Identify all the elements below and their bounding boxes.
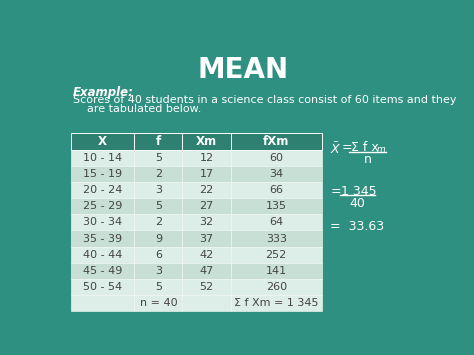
Text: 45 - 49: 45 - 49 bbox=[83, 266, 122, 276]
Text: are tabulated below.: are tabulated below. bbox=[73, 104, 201, 114]
Text: 42: 42 bbox=[200, 250, 214, 260]
Text: n: n bbox=[364, 153, 372, 166]
Text: 9: 9 bbox=[155, 234, 162, 244]
FancyBboxPatch shape bbox=[135, 247, 182, 263]
Text: Σ f x: Σ f x bbox=[351, 141, 378, 154]
FancyBboxPatch shape bbox=[135, 182, 182, 198]
FancyBboxPatch shape bbox=[135, 198, 182, 214]
Text: =: = bbox=[330, 185, 341, 198]
FancyBboxPatch shape bbox=[71, 214, 135, 230]
Text: 5: 5 bbox=[155, 201, 162, 211]
FancyBboxPatch shape bbox=[135, 149, 182, 166]
FancyBboxPatch shape bbox=[230, 149, 322, 166]
Text: 2: 2 bbox=[155, 217, 162, 228]
Text: 5: 5 bbox=[155, 282, 162, 292]
FancyBboxPatch shape bbox=[71, 166, 135, 182]
Text: 10 - 14: 10 - 14 bbox=[83, 153, 122, 163]
FancyBboxPatch shape bbox=[182, 279, 230, 295]
FancyBboxPatch shape bbox=[71, 279, 135, 295]
Text: 27: 27 bbox=[200, 201, 214, 211]
Text: Scores of 40 students in a science class consist of 60 items and they: Scores of 40 students in a science class… bbox=[73, 95, 457, 105]
FancyBboxPatch shape bbox=[71, 295, 135, 311]
FancyBboxPatch shape bbox=[230, 166, 322, 182]
FancyBboxPatch shape bbox=[182, 166, 230, 182]
Text: m: m bbox=[376, 145, 385, 154]
Text: 40: 40 bbox=[350, 197, 365, 209]
FancyBboxPatch shape bbox=[182, 247, 230, 263]
FancyBboxPatch shape bbox=[135, 295, 182, 311]
FancyBboxPatch shape bbox=[135, 230, 182, 247]
FancyBboxPatch shape bbox=[135, 214, 182, 230]
Text: 37: 37 bbox=[200, 234, 214, 244]
Text: 47: 47 bbox=[200, 266, 214, 276]
Text: 1 345: 1 345 bbox=[341, 185, 377, 198]
Text: fXm: fXm bbox=[263, 135, 290, 148]
FancyBboxPatch shape bbox=[230, 182, 322, 198]
Text: 35 - 39: 35 - 39 bbox=[83, 234, 122, 244]
Text: 30 - 34: 30 - 34 bbox=[83, 217, 122, 228]
Text: 34: 34 bbox=[269, 169, 283, 179]
Text: 64: 64 bbox=[269, 217, 283, 228]
FancyBboxPatch shape bbox=[230, 279, 322, 295]
Text: 12: 12 bbox=[200, 153, 214, 163]
FancyBboxPatch shape bbox=[71, 263, 135, 279]
FancyBboxPatch shape bbox=[135, 279, 182, 295]
Text: =  33.63: = 33.63 bbox=[330, 220, 384, 233]
Text: $\bar{X}$: $\bar{X}$ bbox=[330, 141, 342, 157]
Text: 22: 22 bbox=[200, 185, 214, 195]
Text: 15 - 19: 15 - 19 bbox=[83, 169, 122, 179]
FancyBboxPatch shape bbox=[230, 214, 322, 230]
FancyBboxPatch shape bbox=[230, 198, 322, 214]
Text: 135: 135 bbox=[266, 201, 287, 211]
Text: 60: 60 bbox=[269, 153, 283, 163]
FancyBboxPatch shape bbox=[182, 182, 230, 198]
FancyBboxPatch shape bbox=[71, 149, 135, 166]
FancyBboxPatch shape bbox=[230, 230, 322, 247]
Text: 6: 6 bbox=[155, 250, 162, 260]
FancyBboxPatch shape bbox=[182, 263, 230, 279]
Text: 2: 2 bbox=[155, 169, 162, 179]
FancyBboxPatch shape bbox=[182, 295, 230, 311]
Text: 333: 333 bbox=[266, 234, 287, 244]
FancyBboxPatch shape bbox=[182, 149, 230, 166]
Text: 260: 260 bbox=[266, 282, 287, 292]
Text: Σ f Xm = 1 345: Σ f Xm = 1 345 bbox=[234, 298, 319, 308]
FancyBboxPatch shape bbox=[230, 263, 322, 279]
Text: Xm: Xm bbox=[196, 135, 217, 148]
Text: 25 - 29: 25 - 29 bbox=[83, 201, 122, 211]
FancyBboxPatch shape bbox=[71, 230, 135, 247]
Text: 3: 3 bbox=[155, 266, 162, 276]
FancyBboxPatch shape bbox=[182, 133, 230, 149]
Text: f: f bbox=[156, 135, 161, 148]
FancyBboxPatch shape bbox=[71, 182, 135, 198]
Text: =: = bbox=[341, 141, 352, 154]
Text: 20 - 24: 20 - 24 bbox=[83, 185, 122, 195]
Text: 50 - 54: 50 - 54 bbox=[83, 282, 122, 292]
Text: n = 40: n = 40 bbox=[140, 298, 177, 308]
FancyBboxPatch shape bbox=[135, 263, 182, 279]
Text: 66: 66 bbox=[269, 185, 283, 195]
FancyBboxPatch shape bbox=[135, 133, 182, 149]
Text: 5: 5 bbox=[155, 153, 162, 163]
Text: 252: 252 bbox=[265, 250, 287, 260]
Text: 141: 141 bbox=[266, 266, 287, 276]
Text: 3: 3 bbox=[155, 185, 162, 195]
FancyBboxPatch shape bbox=[230, 247, 322, 263]
Text: 17: 17 bbox=[200, 169, 214, 179]
FancyBboxPatch shape bbox=[182, 214, 230, 230]
FancyBboxPatch shape bbox=[230, 295, 322, 311]
FancyBboxPatch shape bbox=[182, 230, 230, 247]
FancyBboxPatch shape bbox=[230, 133, 322, 149]
FancyBboxPatch shape bbox=[182, 198, 230, 214]
Text: 32: 32 bbox=[200, 217, 214, 228]
Text: Example:: Example: bbox=[73, 86, 134, 99]
Text: 40 - 44: 40 - 44 bbox=[83, 250, 122, 260]
FancyBboxPatch shape bbox=[135, 166, 182, 182]
Text: X: X bbox=[98, 135, 107, 148]
Text: 52: 52 bbox=[200, 282, 214, 292]
FancyBboxPatch shape bbox=[71, 247, 135, 263]
FancyBboxPatch shape bbox=[71, 133, 135, 149]
Text: MEAN: MEAN bbox=[197, 56, 289, 84]
FancyBboxPatch shape bbox=[71, 198, 135, 214]
